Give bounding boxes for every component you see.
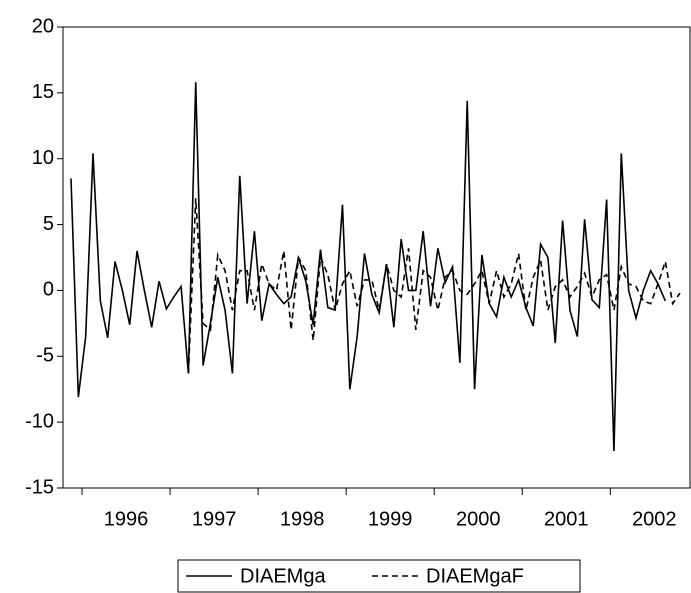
legend-label: DIAEMga: [240, 565, 326, 587]
y-tick-label: -15: [25, 476, 54, 498]
y-tick-label: 15: [32, 81, 54, 103]
y-tick-label: 5: [43, 213, 54, 235]
legend-box: [177, 559, 581, 593]
y-tick-label: 10: [32, 147, 54, 169]
y-tick-label: 20: [32, 15, 54, 37]
x-tick-label: 2002: [632, 508, 677, 530]
x-tick-label: 1999: [368, 508, 413, 530]
series-line: [70, 82, 667, 452]
y-tick-label: -5: [36, 345, 54, 367]
x-tick-label: 1998: [280, 508, 325, 530]
x-tick-label: 2001: [544, 508, 589, 530]
legend-label: DIAEMgaF: [426, 565, 524, 587]
series-line: [187, 198, 681, 374]
x-tick-label: 1996: [104, 508, 149, 530]
x-tick-label: 2000: [456, 508, 501, 530]
plot-frame: [62, 26, 691, 489]
y-tick-label: -10: [25, 410, 54, 432]
y-tick-label: 0: [43, 279, 54, 301]
x-tick-label: 1997: [192, 508, 237, 530]
